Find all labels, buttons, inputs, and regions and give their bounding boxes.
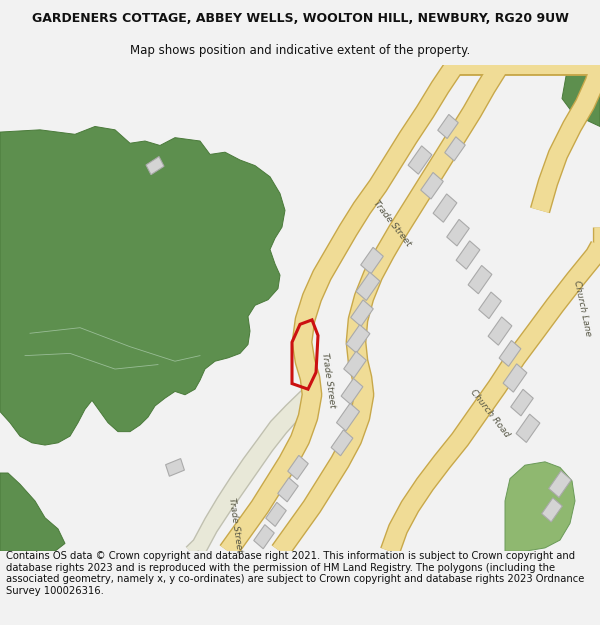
Polygon shape [266, 503, 286, 526]
Polygon shape [511, 389, 533, 416]
Polygon shape [516, 414, 540, 442]
Polygon shape [499, 341, 521, 366]
Polygon shape [438, 114, 458, 139]
Polygon shape [433, 194, 457, 222]
Polygon shape [445, 137, 465, 161]
Polygon shape [278, 478, 298, 502]
Polygon shape [351, 300, 373, 326]
Text: GARDENERS COTTAGE, ABBEY WELLS, WOOLTON HILL, NEWBURY, RG20 9UW: GARDENERS COTTAGE, ABBEY WELLS, WOOLTON … [32, 12, 568, 25]
Polygon shape [468, 266, 492, 294]
Polygon shape [503, 364, 527, 392]
Polygon shape [356, 272, 380, 301]
Text: Trade Street: Trade Street [320, 352, 337, 408]
Polygon shape [421, 173, 443, 199]
Polygon shape [0, 126, 285, 445]
Text: Trade Street: Trade Street [227, 498, 244, 554]
Polygon shape [146, 157, 164, 174]
Polygon shape [562, 65, 600, 126]
Text: Map shows position and indicative extent of the property.: Map shows position and indicative extent… [130, 44, 470, 58]
Polygon shape [479, 292, 501, 319]
Polygon shape [288, 456, 308, 479]
Polygon shape [254, 524, 274, 549]
Polygon shape [408, 146, 432, 174]
Polygon shape [488, 317, 512, 345]
Polygon shape [447, 219, 469, 246]
Polygon shape [341, 379, 363, 404]
Text: Church Lane: Church Lane [572, 280, 592, 338]
Polygon shape [456, 241, 480, 269]
Text: Trade Street: Trade Street [371, 199, 413, 248]
Polygon shape [346, 325, 370, 353]
Polygon shape [542, 498, 562, 522]
Polygon shape [331, 430, 353, 456]
Polygon shape [361, 248, 383, 274]
Polygon shape [344, 351, 366, 378]
Polygon shape [0, 473, 65, 551]
Text: Church Road: Church Road [469, 388, 511, 439]
Polygon shape [337, 403, 359, 431]
Text: Contains OS data © Crown copyright and database right 2021. This information is : Contains OS data © Crown copyright and d… [6, 551, 584, 596]
Polygon shape [549, 471, 571, 498]
Polygon shape [505, 462, 575, 551]
Polygon shape [166, 459, 184, 476]
